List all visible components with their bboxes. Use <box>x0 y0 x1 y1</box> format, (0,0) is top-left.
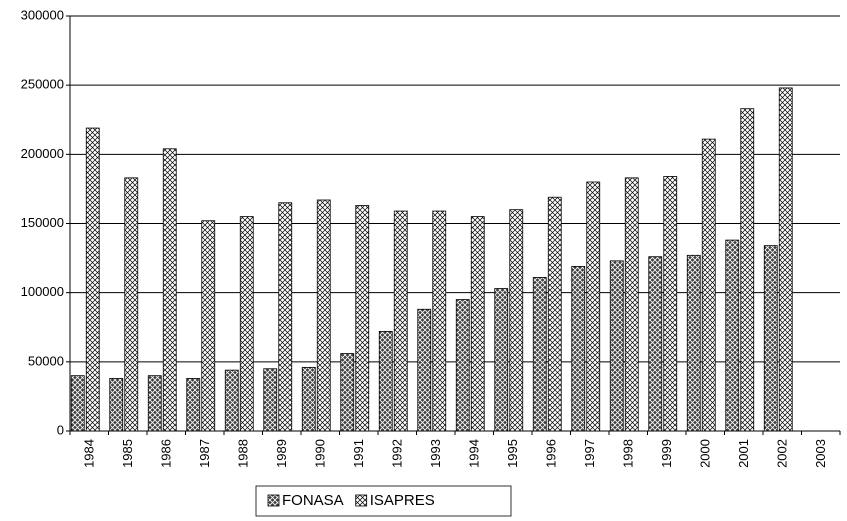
bar <box>470 216 485 432</box>
bar <box>301 366 316 432</box>
y-tick-label: 0 <box>57 422 64 437</box>
x-tick-label: 1992 <box>390 439 405 468</box>
y-tick-label: 200000 <box>21 146 64 161</box>
bar <box>263 368 278 432</box>
x-tick-label: 1991 <box>351 439 366 468</box>
x-tick-label: 1997 <box>582 439 597 468</box>
bar <box>455 299 470 432</box>
bar <box>85 127 100 432</box>
bar <box>663 176 678 432</box>
bar <box>725 239 740 432</box>
x-tick-label: 2000 <box>698 439 713 468</box>
bar <box>571 265 586 432</box>
bar <box>162 148 177 432</box>
bar <box>340 353 355 432</box>
bar <box>186 378 201 432</box>
x-tick-label: 1988 <box>236 439 251 468</box>
bar <box>355 205 370 432</box>
x-tick-label: 2003 <box>813 439 828 468</box>
bar <box>70 375 85 432</box>
bar <box>740 108 755 432</box>
bar <box>201 220 216 432</box>
bar <box>224 369 239 432</box>
bar <box>586 181 601 432</box>
x-tick-label: 2002 <box>775 439 790 468</box>
bar <box>147 375 162 432</box>
legend-label: ISAPRES <box>370 492 435 509</box>
y-tick-label: 300000 <box>21 7 64 22</box>
x-tick-label: 1989 <box>274 439 289 468</box>
y-tick-label: 150000 <box>21 215 64 230</box>
legend-swatch <box>267 494 280 507</box>
x-tick-label: 1984 <box>82 439 97 468</box>
y-tick-label: 100000 <box>21 284 64 299</box>
x-tick-label: 1987 <box>197 439 212 468</box>
y-tick-label: 50000 <box>28 353 64 368</box>
x-tick-label: 1990 <box>313 439 328 468</box>
x-tick-label: 1999 <box>659 439 674 468</box>
bar <box>624 177 639 432</box>
bar <box>609 260 624 432</box>
x-tick-label: 1995 <box>505 439 520 468</box>
bar <box>109 378 124 432</box>
bar <box>509 209 524 432</box>
bar <box>432 210 447 432</box>
bar <box>393 210 408 432</box>
bar <box>778 87 793 432</box>
legend-box <box>255 485 512 517</box>
bar <box>763 245 778 432</box>
legend: FONASA ISAPRES <box>255 485 512 517</box>
x-tick-label: 2001 <box>736 439 751 468</box>
bar <box>648 256 663 432</box>
bar <box>701 138 716 432</box>
bar <box>316 199 331 432</box>
bar <box>532 277 547 432</box>
x-tick-label: 1998 <box>621 439 636 468</box>
x-tick-label: 1993 <box>428 439 443 468</box>
bar <box>278 202 293 432</box>
bar <box>378 330 393 432</box>
bar <box>239 216 254 432</box>
bar <box>494 288 509 432</box>
x-tick-label: 1985 <box>120 439 135 468</box>
legend-label: FONASA <box>282 492 344 509</box>
bar <box>686 254 701 432</box>
bar <box>124 177 139 432</box>
bar <box>547 196 562 432</box>
x-tick-label: 1986 <box>159 439 174 468</box>
x-tick-label: 1994 <box>467 439 482 468</box>
x-tick-label: 1996 <box>544 439 559 468</box>
legend-swatch <box>355 494 368 507</box>
bar <box>417 308 432 432</box>
y-tick-label: 250000 <box>21 77 64 92</box>
